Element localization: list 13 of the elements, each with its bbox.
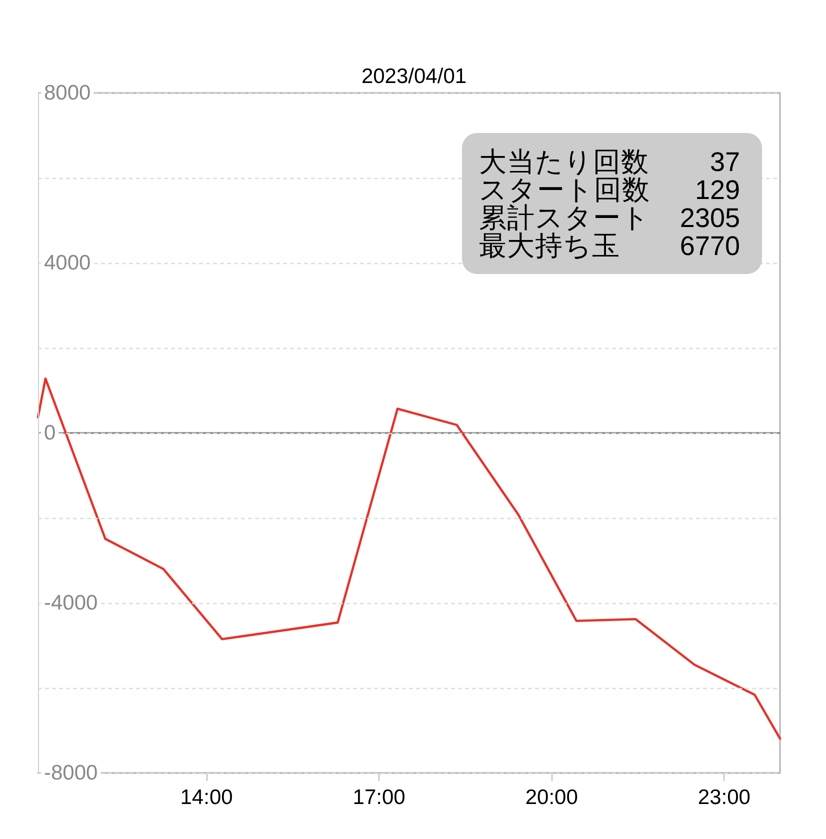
y-tick-label: 4000: [44, 252, 91, 274]
y-tick-label: 0: [44, 422, 56, 444]
y-tick-label: 8000: [44, 82, 91, 104]
chart-title: 2023/04/01: [361, 65, 467, 88]
y-tick-label: -4000: [44, 592, 98, 614]
x-tick-label: 23:00: [698, 786, 750, 809]
x-tick-label: 20:00: [525, 786, 578, 809]
line-series: [36, 377, 782, 740]
info-box: 大当たり回数 37 スタート回数 129 累計スタート 2305 最大持ち玉 6770: [462, 133, 762, 274]
x-tick-label: 14:00: [180, 786, 233, 809]
x-tick-label: 17:00: [352, 786, 406, 809]
y-tick-label: -8000: [44, 762, 98, 784]
annotation: 累計スタート 2305: [479, 202, 740, 234]
